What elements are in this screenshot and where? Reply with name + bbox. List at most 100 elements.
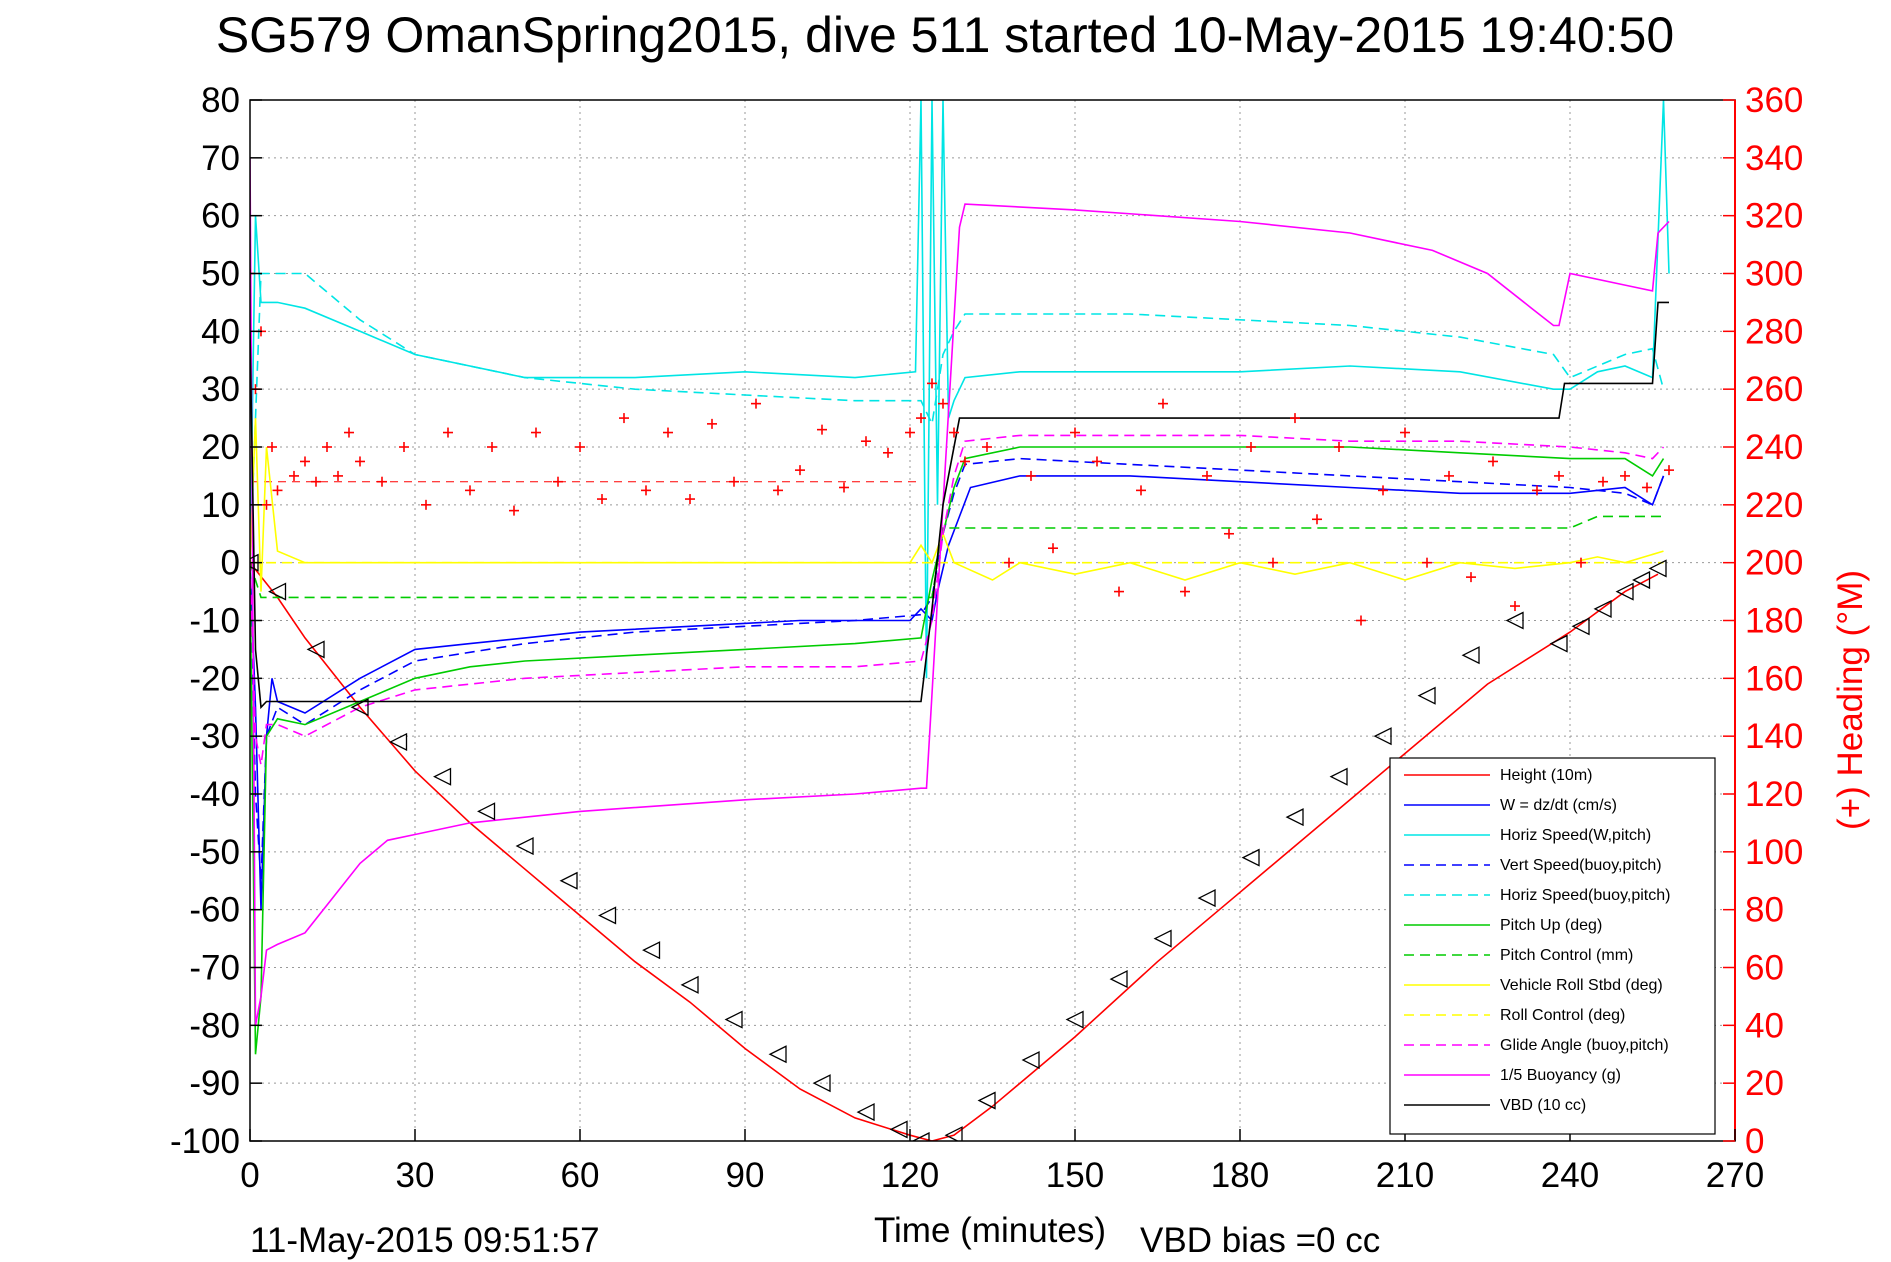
y-right-tick-label: 240 (1745, 428, 1803, 467)
y-right-tick-label: 80 (1745, 891, 1784, 930)
heading-point (1620, 470, 1630, 481)
dive-marker (889, 1120, 908, 1139)
heading-point (685, 494, 695, 505)
x-tick-label: 210 (1376, 1156, 1434, 1195)
heading-point (641, 485, 651, 496)
y-right-tick-label: 300 (1745, 255, 1803, 294)
dive-marker (389, 732, 408, 752)
plot-area (250, 100, 1674, 1141)
heading-point (355, 456, 365, 467)
dive-marker (1197, 889, 1216, 908)
heading-point (707, 418, 717, 429)
y-tick-label: 30 (201, 370, 240, 409)
y-right-tick-label: 340 (1745, 139, 1803, 178)
heading-point (1466, 572, 1476, 583)
y-right-tick-label: 160 (1745, 659, 1803, 698)
y-tick-label: 20 (201, 428, 240, 467)
y-tick-label: 0 (221, 544, 240, 583)
heading-point (1642, 482, 1652, 493)
heading-point (773, 485, 783, 496)
heading-point (839, 482, 849, 493)
y-tick-label: -20 (189, 659, 240, 698)
legend-label-horiz-speed-buoy-pitch: Horiz Speed(buoy,pitch) (1500, 887, 1670, 904)
y-tick-labels: -100-90-80-70-60-50-40-30-20-10010203040… (170, 81, 240, 1161)
y-tick-label: -30 (189, 717, 240, 756)
y-tick-label: -80 (189, 1006, 240, 1045)
dive-marker (350, 698, 369, 717)
heading-point (883, 447, 893, 458)
heading-point (1488, 456, 1498, 467)
y-tick-label: 80 (201, 81, 240, 120)
heading-point (663, 427, 673, 438)
x-tick-label: 240 (1541, 1156, 1599, 1195)
heading-point (322, 442, 332, 452)
y-right-tick-label: 0 (1745, 1122, 1764, 1161)
x-tick-label: 180 (1211, 1156, 1269, 1195)
heading-point (289, 470, 299, 481)
series-line-vbd-10-cc (250, 301, 1669, 710)
x-tick-label: 90 (726, 1156, 765, 1195)
x-tick-label: 0 (240, 1156, 259, 1195)
series-line-horiz-speed-w-pitch (250, 100, 1670, 679)
dive-marker (977, 1091, 996, 1110)
y-tick-label: 70 (201, 139, 240, 178)
dive-marker (268, 582, 287, 601)
heading-point (575, 442, 585, 452)
y-right-axis-label: (+) Heading (°M) (1831, 570, 1870, 830)
heading-point (1532, 485, 1542, 496)
heading-point (1598, 476, 1608, 487)
heading-point (927, 378, 937, 389)
heading-point (938, 398, 948, 409)
heading-point (751, 398, 761, 409)
heading-point (333, 470, 343, 481)
heading-point (861, 436, 871, 447)
y-tick-label: -60 (189, 891, 240, 930)
x-tick-labels: 0 30 60 90 120 150 180 210 240 270 (240, 1156, 1764, 1195)
dive-marker (1648, 559, 1667, 578)
heading-point (619, 413, 629, 424)
y-right-tick-label: 200 (1745, 544, 1803, 583)
heading-point (1400, 427, 1410, 438)
y-tick-label: -100 (170, 1122, 240, 1161)
x-tick-label: 30 (396, 1156, 435, 1195)
heading-point (399, 442, 409, 452)
dive-marker (1461, 646, 1480, 665)
heading-point (1268, 557, 1278, 568)
dive-marker (1373, 727, 1392, 746)
heading-point (1026, 470, 1036, 481)
x-axis-label: Time (minutes) (874, 1211, 1106, 1250)
y-tick-label: -40 (189, 775, 240, 814)
dive-marker (477, 802, 496, 821)
y-right-tick-label: 40 (1745, 1006, 1784, 1045)
heading-point (729, 476, 739, 487)
series-line-horiz-speed-buoy-pitch (250, 272, 1665, 563)
heading-point (465, 485, 475, 496)
y-right-tick-label: 60 (1745, 949, 1784, 988)
x-tick-label: 270 (1706, 1156, 1764, 1195)
heading-point (1202, 470, 1212, 481)
dive-marker (1549, 634, 1568, 653)
dive-marker (680, 975, 699, 994)
dive-marker (1417, 686, 1436, 705)
legend-label-pitch-up-deg: Pitch Up (deg) (1500, 917, 1602, 934)
series-line-pitch-control-mm (250, 515, 1664, 599)
heading-point (272, 485, 283, 496)
heading-point (795, 465, 805, 476)
y-right-tick-label: 320 (1745, 197, 1803, 236)
y-right-tick-label: 220 (1745, 486, 1803, 525)
chart-title: SG579 OmanSpring2015, dive 511 started 1… (216, 7, 1674, 63)
dive-marker (1329, 767, 1348, 786)
legend: Height (10m) W = dz/dt (cm/s) Horiz Speed(… (1389, 757, 1716, 1135)
heading-point (1290, 413, 1300, 424)
heading-point (1356, 615, 1366, 626)
dive-marker (559, 871, 578, 890)
heading-point (377, 476, 387, 487)
heading-point (1070, 427, 1080, 438)
footer-vbd-bias: VBD bias =0 cc (1140, 1221, 1380, 1260)
series-line-1-5-buoyancy-g (250, 157, 1670, 1026)
heading-point (261, 499, 272, 510)
y-tick-label: -70 (189, 949, 240, 988)
dive-marker (598, 906, 617, 925)
heading-point (1334, 442, 1344, 452)
